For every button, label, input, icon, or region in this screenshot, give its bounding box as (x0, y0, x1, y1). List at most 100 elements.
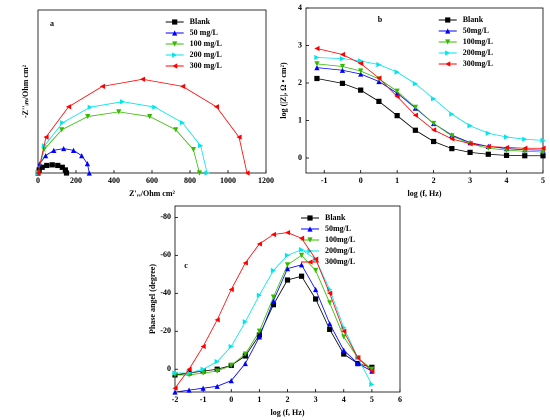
data-point (358, 68, 364, 74)
data-point (242, 319, 248, 325)
legend-label: Blank (463, 15, 484, 24)
data-point (358, 58, 364, 64)
y-tick-label: 0 (167, 364, 171, 373)
series-line (37, 111, 200, 174)
data-point (341, 328, 347, 334)
x-tick-label: 1000 (220, 176, 236, 185)
data-point (431, 96, 437, 102)
panel-label: a (50, 19, 54, 28)
legend-marker (307, 215, 313, 221)
data-point (63, 170, 70, 176)
data-point (270, 302, 277, 308)
data-point (44, 162, 50, 169)
data-point (213, 104, 220, 110)
data-point (70, 147, 77, 153)
data-point (314, 61, 320, 67)
legend-label: 50 mg/L (190, 28, 218, 37)
x-axis-label: log (f, Hz) (408, 189, 442, 198)
data-point (236, 134, 242, 140)
data-point (298, 252, 305, 258)
x-tick-label: 5 (541, 176, 545, 185)
data-point (327, 300, 333, 306)
y-axis-label: Phase angel (degree) (148, 264, 157, 334)
data-point (341, 347, 347, 353)
data-point (139, 76, 146, 82)
data-point (87, 104, 93, 110)
data-point (270, 267, 277, 274)
data-point (190, 146, 197, 153)
data-point (339, 80, 346, 86)
legend-marker (307, 226, 313, 232)
legend-label: 200mg/L (325, 246, 355, 255)
data-point (313, 296, 319, 302)
series-line (316, 48, 543, 149)
data-point (298, 273, 305, 279)
series-line (316, 78, 543, 157)
y-tick-label: 1 (298, 115, 302, 124)
x-tick-label: 3 (468, 176, 472, 185)
data-point (43, 153, 49, 159)
y-tick-label: -40 (160, 288, 171, 297)
data-point (341, 351, 347, 357)
data-point (540, 137, 546, 143)
data-point (339, 51, 346, 58)
data-point (540, 149, 546, 155)
data-point (376, 75, 382, 81)
data-point (214, 359, 220, 365)
x-tick-label: 4 (505, 176, 509, 185)
data-point (39, 164, 45, 170)
legend-label: 50mg/L (325, 224, 351, 233)
data-point (485, 143, 491, 149)
series-line (316, 57, 544, 141)
data-point (284, 277, 291, 283)
x-tick-label: 0 (359, 176, 363, 185)
data-point (485, 151, 491, 157)
data-point (200, 343, 206, 350)
data-point (369, 368, 375, 374)
data-point (522, 136, 528, 142)
legend-label: 100mg/L (463, 37, 493, 46)
data-point (55, 162, 61, 169)
data-point (147, 113, 153, 120)
data-point (228, 286, 234, 293)
data-point (449, 136, 455, 142)
data-point (79, 153, 85, 159)
y-tick-label: -60 (160, 250, 171, 259)
x-tick-label: -2 (172, 395, 179, 404)
data-point (394, 93, 400, 100)
y-tick-label: 3 (298, 40, 302, 49)
data-point (394, 113, 400, 119)
panel-label: b (378, 15, 383, 24)
data-point (449, 133, 455, 139)
data-point (298, 235, 305, 241)
y-axis-label: log (|Z|, Ω • cm²) (279, 62, 288, 119)
legend-label: 300mg/L (325, 257, 355, 266)
data-point (341, 334, 347, 340)
x-tick-label: 1200 (258, 176, 274, 185)
data-point (179, 120, 185, 126)
data-point (376, 98, 382, 104)
data-point (376, 62, 382, 68)
data-point (35, 170, 41, 176)
legend-marker (445, 28, 451, 34)
data-point (284, 252, 291, 258)
plot-frame (305, 7, 544, 174)
data-point (412, 104, 418, 110)
data-point (270, 294, 277, 300)
data-point (314, 65, 320, 71)
data-point (339, 67, 346, 73)
data-point (358, 87, 364, 93)
data-point (355, 355, 361, 361)
data-point (172, 385, 178, 391)
data-point (503, 134, 510, 140)
data-point (284, 266, 291, 272)
x-axis-label: log (f, Hz) (271, 408, 305, 417)
data-point (270, 231, 277, 238)
data-point (339, 56, 346, 62)
data-point (60, 120, 66, 126)
data-point (467, 149, 473, 155)
legend-marker (172, 19, 178, 25)
series-line (175, 254, 373, 376)
data-point (313, 256, 319, 262)
